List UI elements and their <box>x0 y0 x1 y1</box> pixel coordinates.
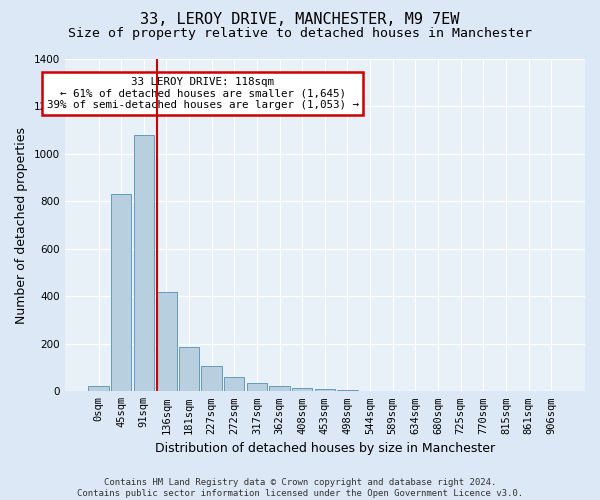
X-axis label: Distribution of detached houses by size in Manchester: Distribution of detached houses by size … <box>155 442 495 455</box>
Text: 33, LEROY DRIVE, MANCHESTER, M9 7EW: 33, LEROY DRIVE, MANCHESTER, M9 7EW <box>140 12 460 28</box>
Bar <box>292 388 313 392</box>
Bar <box>179 348 199 392</box>
Text: Size of property relative to detached houses in Manchester: Size of property relative to detached ho… <box>68 28 532 40</box>
Bar <box>111 194 131 392</box>
Bar <box>224 376 244 392</box>
Bar <box>337 390 358 392</box>
Bar <box>134 135 154 392</box>
Y-axis label: Number of detached properties: Number of detached properties <box>15 126 28 324</box>
Bar <box>360 390 380 392</box>
Bar <box>314 390 335 392</box>
Bar <box>202 366 222 392</box>
Bar <box>247 383 267 392</box>
Bar <box>156 292 176 392</box>
Bar <box>88 386 109 392</box>
Text: Contains HM Land Registry data © Crown copyright and database right 2024.
Contai: Contains HM Land Registry data © Crown c… <box>77 478 523 498</box>
Text: 33 LEROY DRIVE: 118sqm
← 61% of detached houses are smaller (1,645)
39% of semi-: 33 LEROY DRIVE: 118sqm ← 61% of detached… <box>47 78 359 110</box>
Bar <box>269 386 290 392</box>
